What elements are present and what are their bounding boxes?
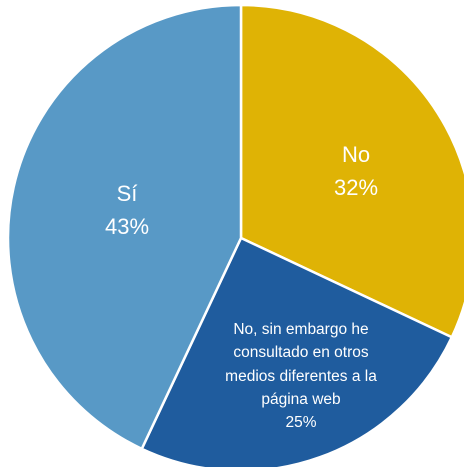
category-label: No — [341, 142, 371, 167]
slice-label: No 32% — [296, 138, 416, 204]
value-label: 43% — [104, 214, 150, 239]
category-label: Sí — [116, 181, 138, 206]
pie-slice — [140, 236, 454, 467]
category-label: No, sin embargo he consultado en otros m… — [225, 320, 377, 408]
value-label: 25% — [285, 413, 317, 431]
slice-label: No, sin embargo he consultado en otros m… — [209, 318, 394, 434]
value-label: 32% — [333, 175, 379, 200]
pie-slice — [239, 3, 464, 339]
slice-label: Sí 43% — [67, 177, 187, 243]
pie-slice — [6, 3, 243, 451]
